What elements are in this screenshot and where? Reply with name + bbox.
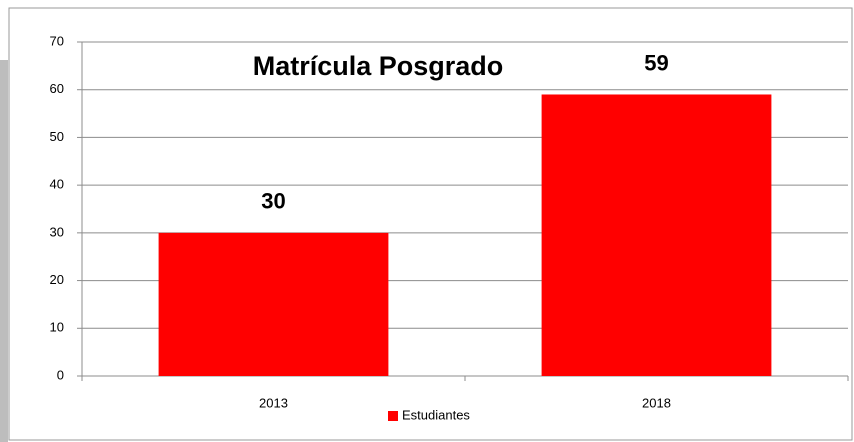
- x-tick-label: 2013: [259, 395, 288, 410]
- legend-swatch: [388, 411, 398, 421]
- bar: [158, 232, 389, 376]
- y-tick-label: 40: [50, 177, 64, 192]
- frame-shadow: [0, 60, 8, 442]
- y-tick-label: 60: [50, 81, 64, 96]
- y-tick-label: 0: [57, 367, 64, 382]
- x-tick-label: 2018: [642, 395, 671, 410]
- legend-label: Estudiantes: [402, 407, 470, 422]
- bar: [541, 94, 772, 376]
- y-tick-label: 30: [50, 224, 64, 239]
- y-tick-label: 50: [50, 129, 64, 144]
- data-label: 30: [261, 189, 285, 214]
- y-tick-label: 20: [50, 272, 64, 287]
- y-tick-label: 10: [50, 320, 64, 335]
- chart-title: Matrícula Posgrado: [253, 51, 504, 81]
- y-tick-label: 70: [50, 33, 64, 48]
- data-label: 59: [644, 50, 668, 75]
